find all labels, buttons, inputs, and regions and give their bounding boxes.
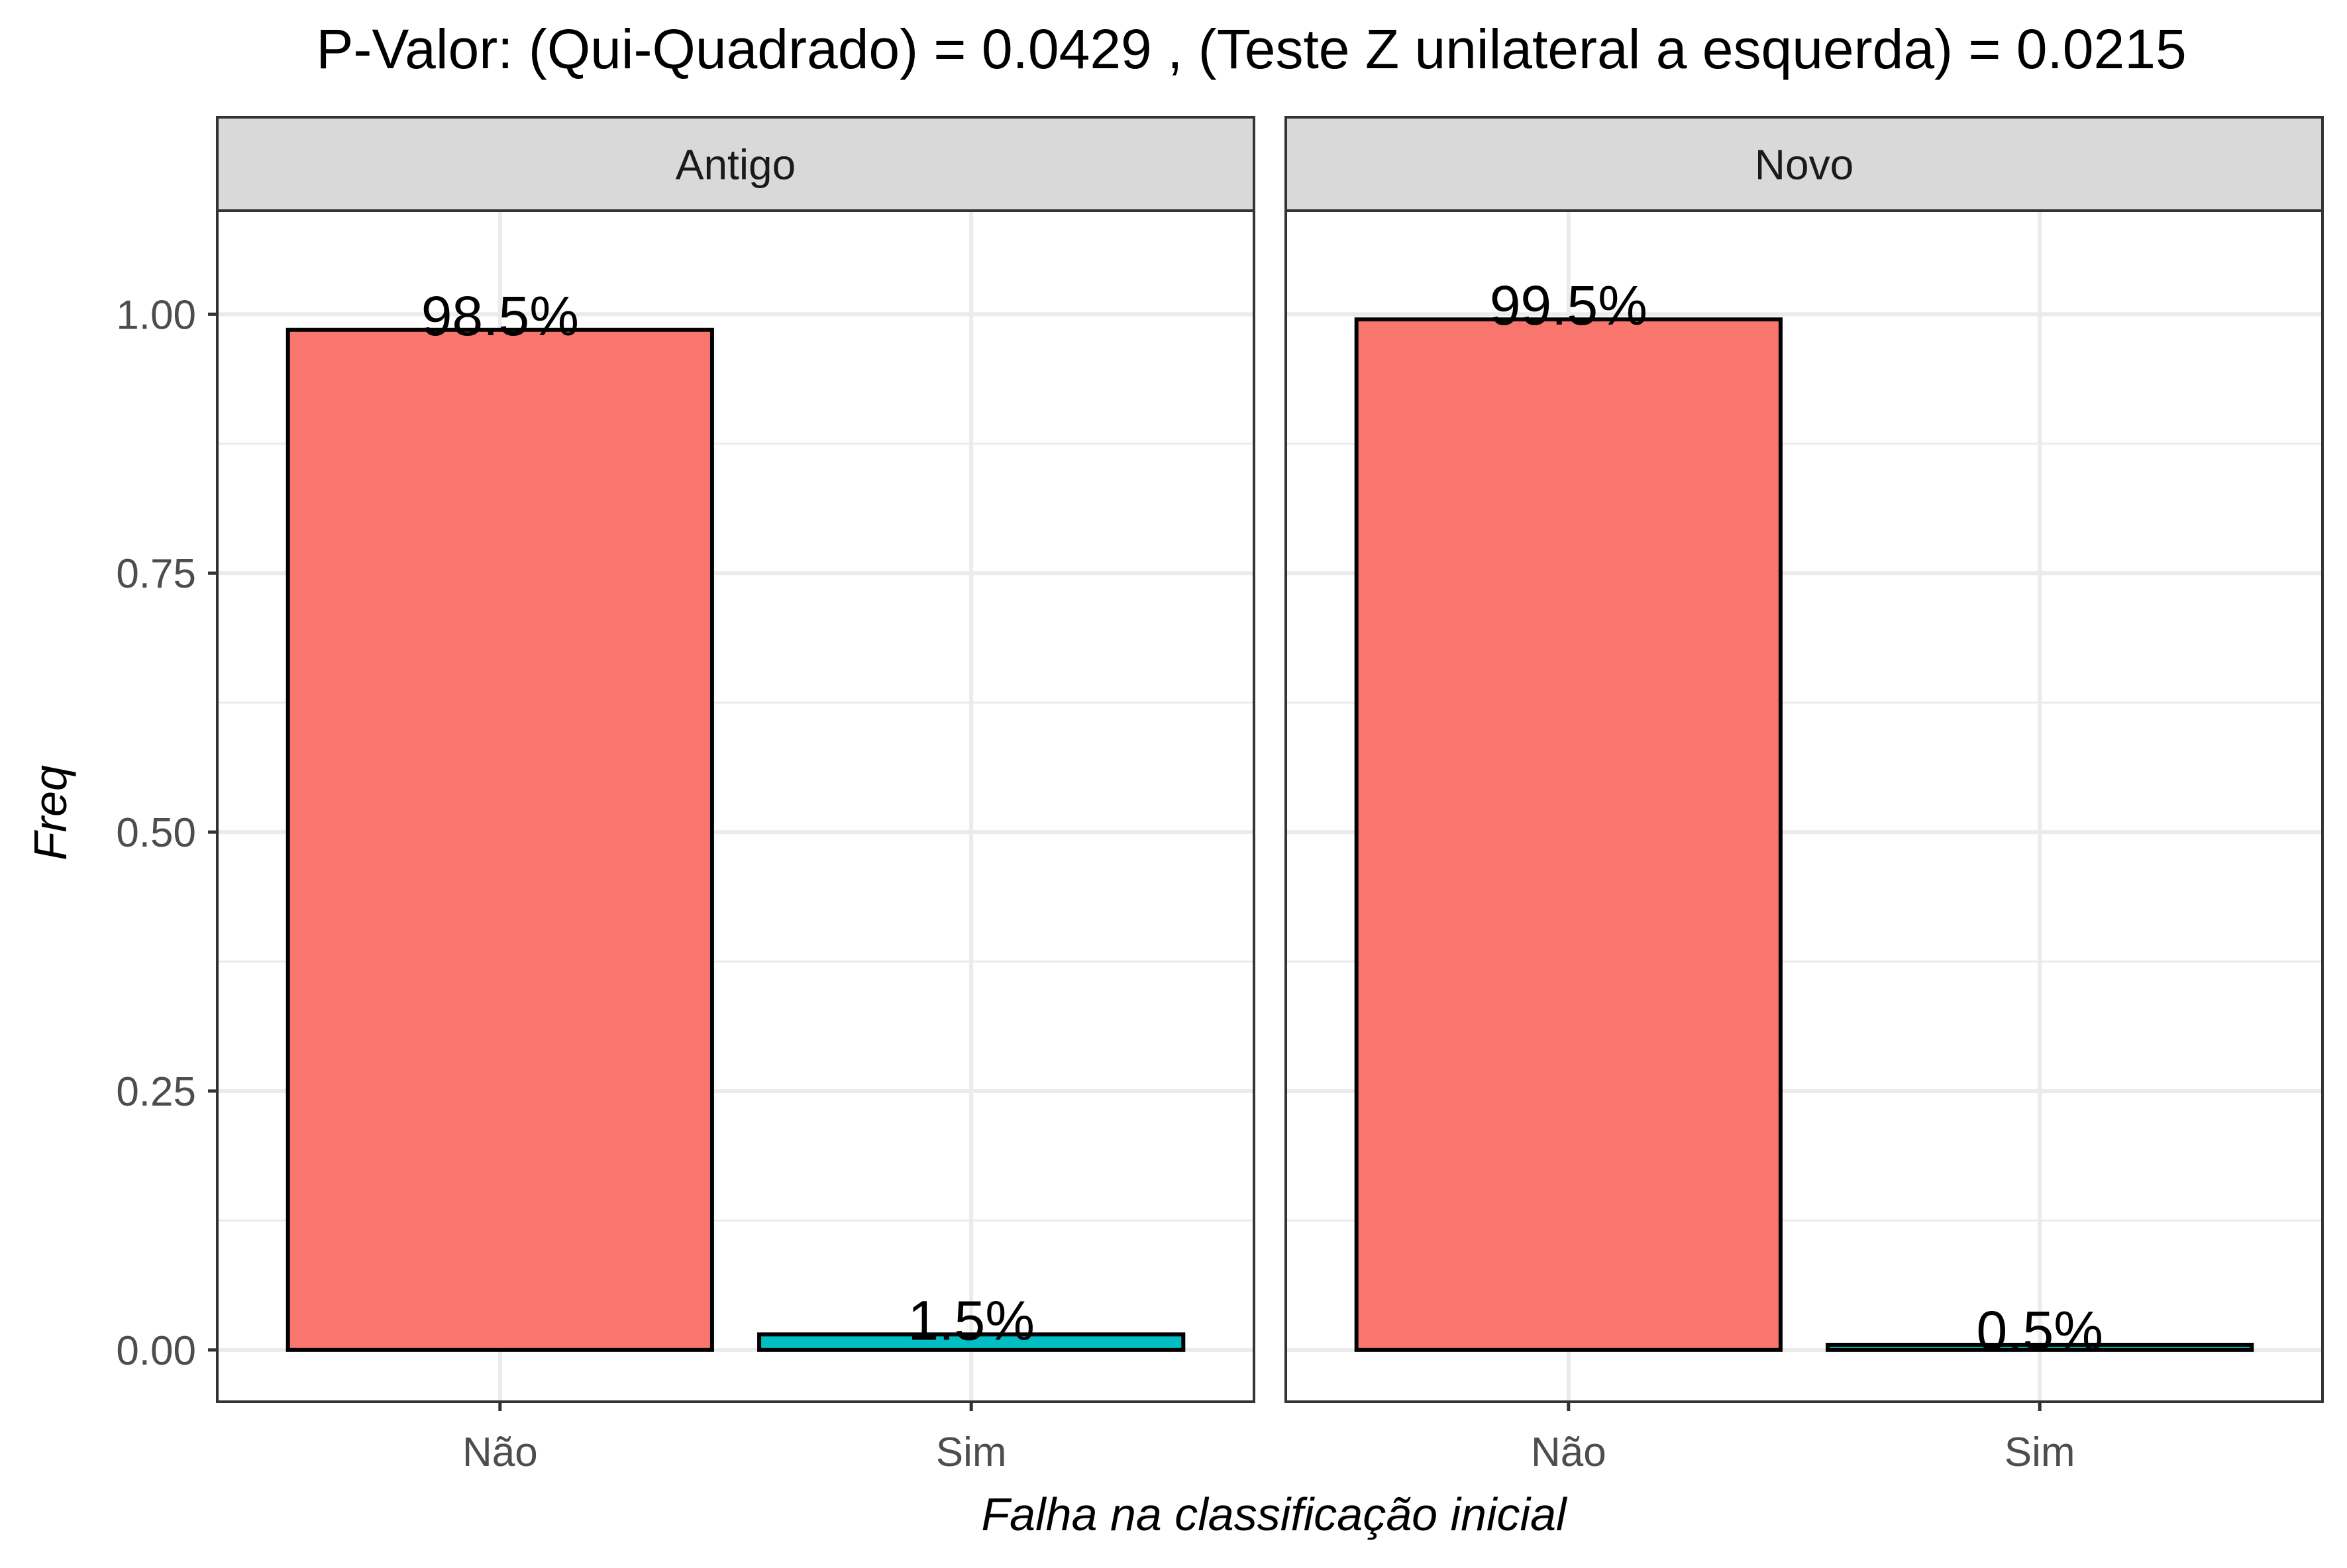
data-label: 0.5%	[1976, 1300, 2103, 1362]
x-tick-label: Não	[1531, 1430, 1606, 1475]
bar-antigo-sim	[757, 1332, 1186, 1352]
facet-strip-label: Novo	[1755, 141, 1853, 189]
data-label: 98.5%	[421, 285, 579, 347]
y-tick-label: 1.00	[116, 292, 196, 338]
facet-panels: 0.00 0.25 0.50 0.75 1.00 98.5% 1.5% Antigo Não Si…	[116, 116, 2324, 1475]
data-label: 1.5%	[908, 1289, 1034, 1351]
bar-novo-nao	[1354, 317, 1783, 1352]
data-label: 99.5%	[1490, 274, 1647, 337]
bar-novo-sim	[1826, 1343, 2254, 1352]
x-tick-label: Sim	[936, 1430, 1007, 1475]
chart-title: P-Valor: (Qui-Quadrado) = 0.0429 , (Test…	[316, 18, 2186, 80]
y-tick-label: 0.25	[116, 1069, 196, 1115]
x-tick-label: Não	[462, 1430, 538, 1475]
y-tick-label: 0.00	[116, 1328, 196, 1374]
y-tick-label: 0.75	[116, 551, 196, 597]
facet-strip-label: Antigo	[676, 141, 796, 189]
facet-strip	[216, 116, 1255, 212]
bar-antigo-nao	[286, 327, 714, 1352]
x-axis-title: Falha na classificação inicial	[981, 1489, 1568, 1540]
y-tick-label: 0.50	[116, 810, 196, 856]
x-tick-label: Sim	[2005, 1430, 2075, 1475]
facet-strip	[1284, 116, 2324, 212]
y-axis-title: Freq	[25, 765, 76, 861]
